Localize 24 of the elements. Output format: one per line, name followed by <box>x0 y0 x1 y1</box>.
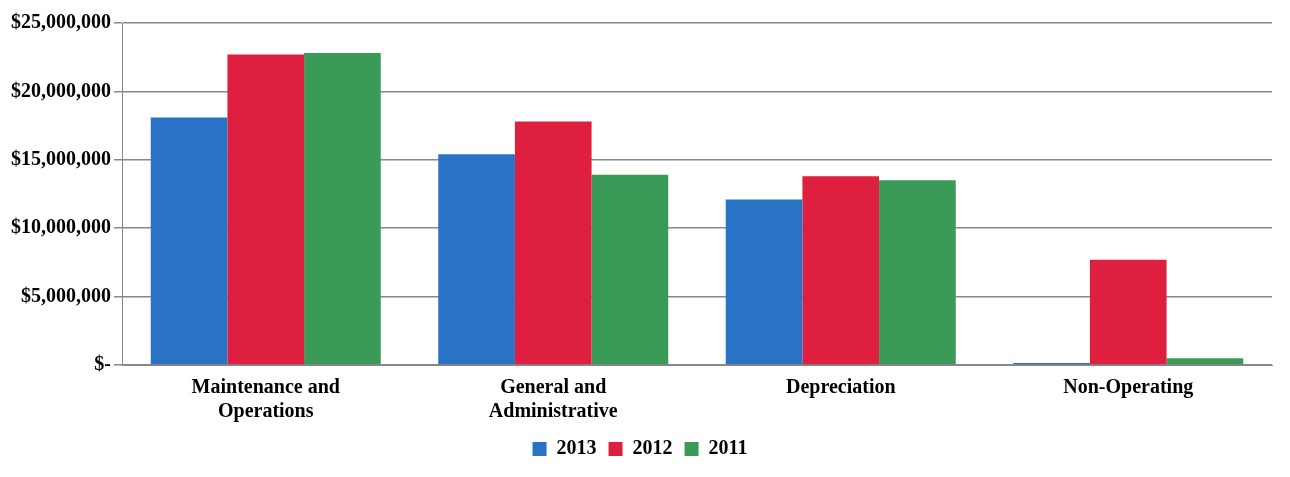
bar <box>879 180 956 365</box>
x-tick-label: Depreciation <box>785 375 896 399</box>
y-tick-label: $15,000,000 <box>11 146 111 169</box>
bar <box>802 176 880 365</box>
x-tick-label: Non-Operating <box>1063 375 1194 399</box>
bar <box>725 199 803 365</box>
bar <box>304 53 381 365</box>
bar <box>1166 358 1244 365</box>
y-tick-label: $5,000,000 <box>21 283 111 306</box>
y-tick-label: $- <box>94 352 111 375</box>
legend-label: 2013 <box>556 436 597 459</box>
legend-label: 2011 <box>708 436 748 459</box>
legend-label: 2012 <box>632 436 673 459</box>
bar <box>438 154 515 365</box>
x-tick-label: General and Administrative <box>488 375 618 422</box>
y-tick-label: $20,000,000 <box>11 78 111 101</box>
bar <box>591 174 669 365</box>
bar <box>150 117 228 365</box>
bar <box>1089 259 1167 365</box>
x-tick-label: Maintenance and Operations <box>191 375 340 423</box>
bar <box>514 121 592 365</box>
y-tick-label: $10,000,000 <box>11 215 111 238</box>
bar <box>227 54 305 365</box>
y-tick-label: $25,000,000 <box>11 10 111 33</box>
